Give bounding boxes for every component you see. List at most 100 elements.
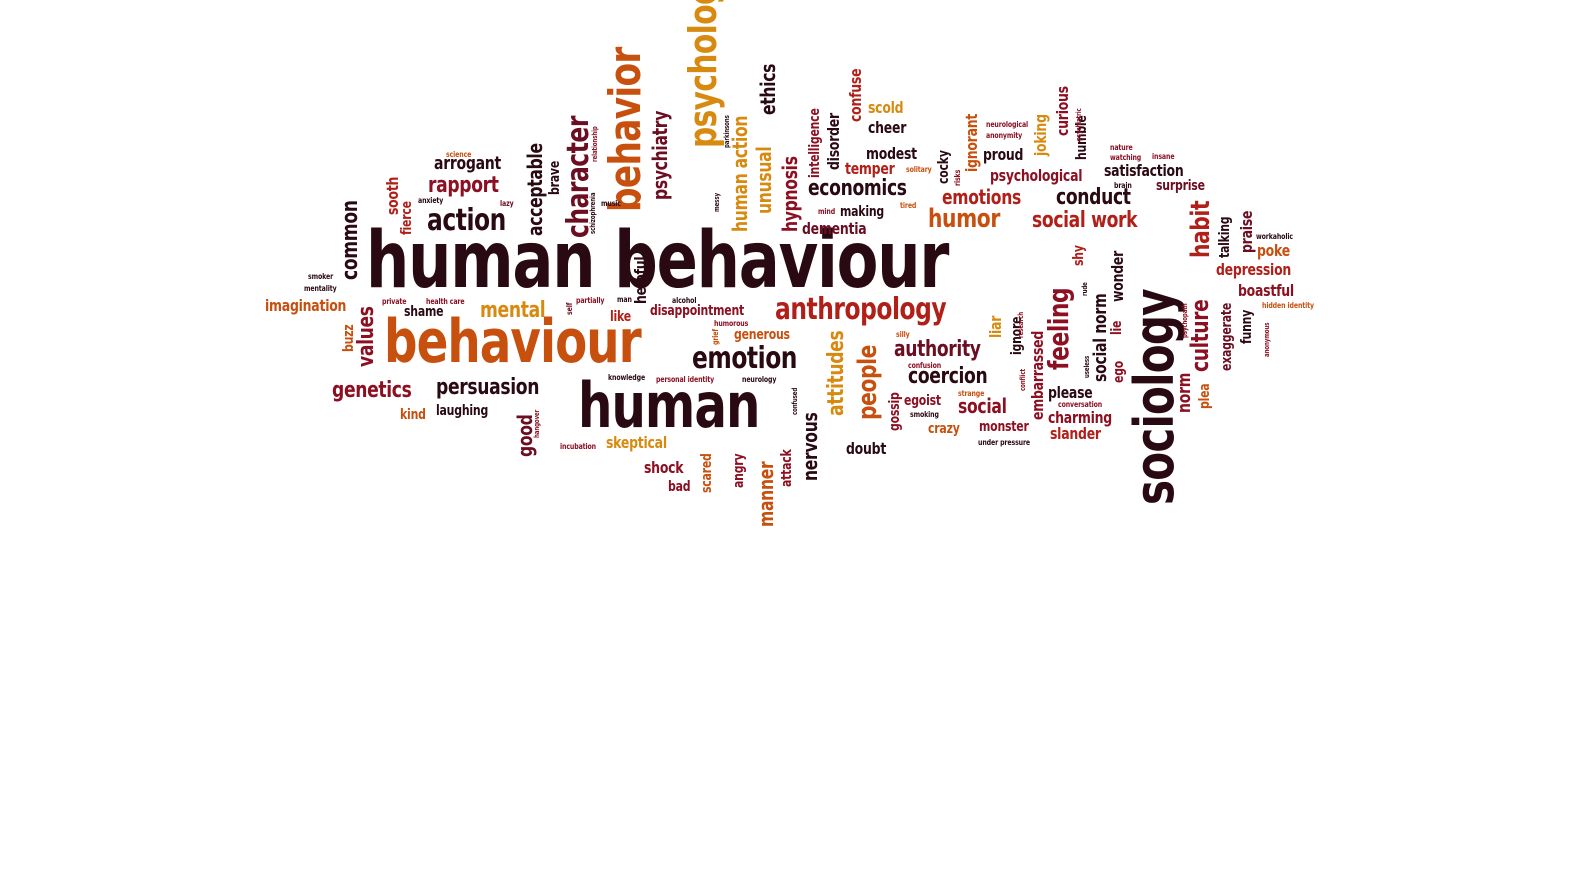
cloud-word: making <box>840 204 885 220</box>
cloud-word: persuasion <box>436 375 540 400</box>
cloud-word: solitary <box>906 165 932 174</box>
cloud-word: buzz <box>341 324 357 352</box>
cloud-word: shame <box>404 304 444 320</box>
cloud-word: plea <box>1197 383 1213 409</box>
cloud-word: modest <box>866 144 917 163</box>
cloud-word: arrogant <box>434 153 501 174</box>
cloud-word: rapport <box>428 173 499 198</box>
cloud-word: angry <box>731 453 747 488</box>
cloud-word: cocky <box>936 150 952 184</box>
cloud-word: neurological <box>986 120 1029 129</box>
cloud-word: attitudes <box>824 330 849 416</box>
cloud-word: human action <box>728 115 752 232</box>
cloud-word: manner <box>754 461 778 527</box>
cloud-word: kind <box>400 407 426 423</box>
cloud-word: psychopath <box>1181 303 1189 338</box>
cloud-word: scared <box>699 453 715 493</box>
cloud-word: exaggerate <box>1219 302 1235 371</box>
cloud-word: neurology <box>742 375 777 384</box>
cloud-word: bad <box>668 479 691 495</box>
cloud-word: research <box>1017 312 1025 338</box>
cloud-word: behavior <box>600 47 651 212</box>
cloud-word: habit <box>1186 200 1216 258</box>
cloud-word: humorous <box>714 319 749 328</box>
cloud-word: crazy <box>928 421 960 437</box>
cloud-word: egoist <box>904 393 941 409</box>
cloud-word: shock <box>644 458 684 477</box>
cloud-word: anonymity <box>986 131 1023 140</box>
cloud-word: embarrassed <box>1028 330 1047 420</box>
cloud-word: skeptical <box>606 433 667 452</box>
cloud-word: confusion <box>908 361 942 370</box>
cloud-word: mental <box>480 298 546 323</box>
cloud-word: psychiatric <box>1075 108 1083 141</box>
cloud-word: health care <box>426 297 465 306</box>
cloud-word: acceptable <box>523 143 547 236</box>
cloud-word: praise <box>1237 210 1256 253</box>
cloud-word: ethics <box>756 63 780 115</box>
cloud-word: authority <box>894 337 981 362</box>
cloud-word: watching <box>1110 153 1142 162</box>
cloud-word: monster <box>979 419 1029 435</box>
cloud-word: scold <box>868 98 904 117</box>
cloud-word: good <box>513 414 537 457</box>
cloud-word: lie <box>1109 320 1125 335</box>
cloud-word: confused <box>791 387 799 415</box>
cloud-word: self <box>565 302 574 315</box>
cloud-word: brain <box>1114 181 1132 190</box>
cloud-word: useless <box>1083 355 1091 378</box>
cloud-word: messy <box>713 193 721 212</box>
cloud-word: generous <box>734 327 790 343</box>
cloud-word: nervous <box>798 412 822 481</box>
cloud-word: under pressure <box>978 438 1031 447</box>
cloud-word: common <box>338 200 363 280</box>
cloud-word: schizophrenia <box>589 192 597 234</box>
cloud-word: boastful <box>1238 281 1294 300</box>
cloud-word: gossip <box>887 392 903 431</box>
cloud-word: brave <box>547 160 563 195</box>
cloud-word: coercion <box>908 364 988 389</box>
cloud-word: smoker <box>308 272 334 281</box>
cloud-word: unusual <box>752 146 776 214</box>
cloud-word: action <box>427 203 506 238</box>
cloud-word: humor <box>928 204 1000 234</box>
cloud-word: norm <box>1174 372 1195 413</box>
cloud-word: anxiety <box>418 196 444 205</box>
cloud-word: attack <box>779 449 795 487</box>
cloud-word: cheer <box>868 118 907 137</box>
cloud-word: psychological <box>990 166 1083 185</box>
cloud-word: shy <box>1071 245 1087 266</box>
cloud-word: knowledge <box>608 373 646 382</box>
cloud-word: liar <box>986 315 1005 338</box>
cloud-word: grief <box>711 328 720 345</box>
cloud-word: disappointment <box>650 303 745 319</box>
cloud-word: surprise <box>1156 178 1205 194</box>
cloud-word: please <box>1048 383 1093 402</box>
cloud-word: temper <box>845 159 895 178</box>
cloud-word: intelligence <box>807 108 823 178</box>
cloud-word: emotion <box>692 341 797 376</box>
cloud-word: social work <box>1032 208 1138 233</box>
cloud-word: human behaviour <box>366 216 949 306</box>
cloud-word: wonder <box>1108 250 1127 302</box>
cloud-word: economics <box>808 176 907 201</box>
cloud-word: insane <box>1152 152 1175 161</box>
cloud-word: behaviour <box>384 307 642 377</box>
cloud-word: joking <box>1031 114 1050 156</box>
cloud-word: people <box>853 344 883 420</box>
cloud-word: silly <box>896 330 910 339</box>
cloud-word: psychology <box>681 0 725 148</box>
cloud-word: private <box>382 297 407 306</box>
cloud-word: mind <box>818 207 836 216</box>
cloud-word: parkinsons <box>723 115 731 148</box>
cloud-word: genetics <box>332 378 412 403</box>
cloud-word: nature <box>1110 143 1133 152</box>
cloud-word: man <box>617 295 632 304</box>
cloud-word: values <box>354 306 379 367</box>
cloud-word: doubt <box>846 439 887 458</box>
cloud-word: partially <box>576 296 605 305</box>
cloud-word: ignorant <box>962 113 981 172</box>
cloud-word: conduct <box>1056 185 1131 210</box>
cloud-word: curious <box>1053 86 1072 136</box>
